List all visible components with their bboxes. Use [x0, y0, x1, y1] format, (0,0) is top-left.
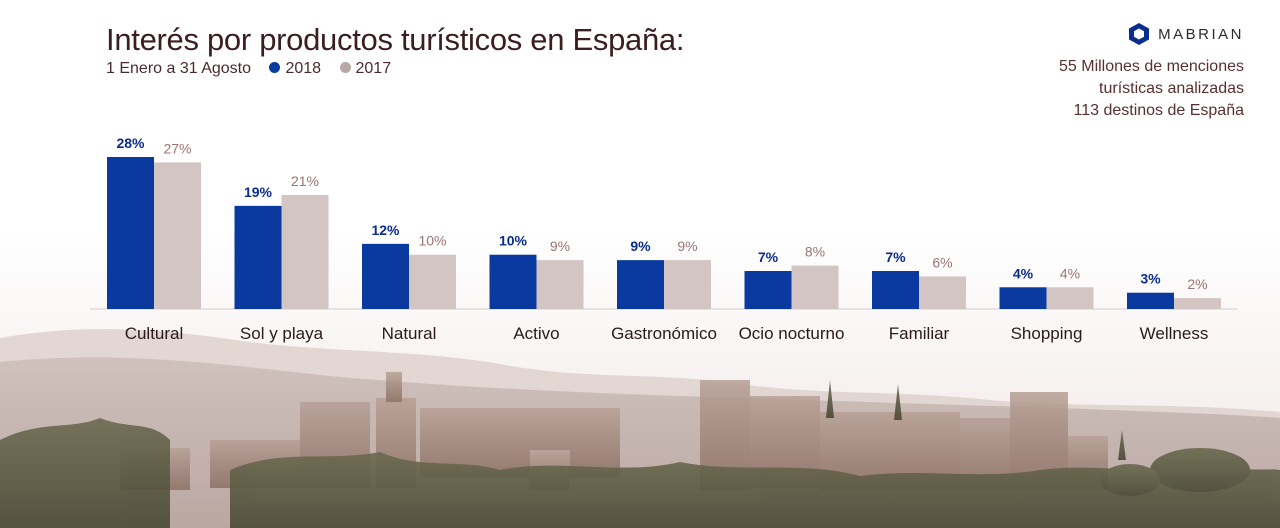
bar-2018-activo: [489, 254, 537, 309]
bar-2018-natural: [362, 243, 409, 309]
data-label-2017-natural: 10%: [418, 233, 446, 249]
bar-2017-natural: [409, 254, 456, 309]
data-label-2018-activo: 10%: [499, 233, 528, 249]
data-label-2017-sol-y-playa: 21%: [291, 173, 319, 189]
bar-2018-cultural: [107, 157, 154, 309]
legend-dot-2018: [269, 62, 281, 73]
legend-item-2018: 2018: [269, 60, 321, 78]
bar-2018-gastronómico: [617, 260, 664, 309]
mabrian-logo: MABRIAN: [1128, 22, 1244, 46]
data-label-2017-gastronómico: 9%: [677, 238, 697, 254]
bar-2017-activo: [536, 260, 584, 309]
category-label-natural: Natural: [382, 324, 437, 343]
category-label-ocio-nocturno: Ocio nocturno: [739, 324, 845, 343]
legend-dot-2017: [339, 62, 351, 73]
legend-item-2017: 2017: [339, 60, 392, 78]
category-label-activo: Activo: [513, 324, 559, 343]
bar-2018-wellness: [1127, 292, 1174, 309]
bar-2018-shopping: [999, 287, 1047, 309]
category-label-cultural: Cultural: [125, 324, 184, 343]
bar-2017-familiar: [919, 276, 966, 309]
data-label-2018-familiar: 7%: [885, 249, 906, 265]
date-range: 1 Enero a 31 Agosto: [106, 60, 251, 77]
brand-name: MABRIAN: [1158, 25, 1244, 43]
chart-subtitle: 1 Enero a 31 Agosto 2018 2017: [106, 60, 391, 78]
category-label-sol-y-playa: Sol y playa: [240, 324, 324, 343]
bar-2018-ocio-nocturno: [744, 271, 792, 309]
legend-label-2017: 2017: [355, 60, 392, 77]
chart-title: Interés por productos turísticos en Espa…: [106, 22, 685, 57]
legend-label-2018: 2018: [285, 60, 322, 77]
data-label-2018-cultural: 28%: [116, 135, 145, 151]
data-label-2018-gastronómico: 9%: [630, 238, 651, 254]
bar-2017-ocio-nocturno: [791, 265, 839, 309]
stats-block: 55 Millones de menciones turísticas anal…: [1059, 56, 1244, 122]
data-label-2017-cultural: 27%: [163, 140, 191, 156]
bar-2017-wellness: [1174, 298, 1221, 309]
bar-2018-sol-y-playa: [234, 205, 282, 309]
data-label-2017-ocio-nocturno: 8%: [805, 244, 825, 260]
data-label-2018-ocio-nocturno: 7%: [758, 249, 779, 265]
category-label-shopping: Shopping: [1011, 324, 1083, 343]
data-label-2018-shopping: 4%: [1013, 265, 1034, 281]
category-label-familiar: Familiar: [889, 324, 950, 343]
stats-line-mentions: 55 Millones de menciones: [1059, 58, 1244, 75]
bar-2017-cultural: [154, 162, 201, 309]
landscape-backdrop: [0, 228, 1280, 528]
category-label-gastronómico: Gastronómico: [611, 324, 717, 343]
bar-2018-familiar: [872, 271, 919, 309]
bar-2017-sol-y-playa: [281, 195, 329, 309]
data-label-2018-wellness: 3%: [1140, 271, 1161, 287]
stats-line-analyzed: turísticas analizadas: [1099, 80, 1244, 97]
data-label-2018-natural: 12%: [371, 222, 400, 238]
data-label-2017-shopping: 4%: [1060, 265, 1080, 281]
data-label-2018-sol-y-playa: 19%: [244, 184, 273, 200]
stats-line-destinations: 113 destinos de España: [1073, 102, 1245, 119]
data-label-2017-familiar: 6%: [932, 254, 952, 270]
category-label-wellness: Wellness: [1140, 324, 1209, 343]
bar-2017-shopping: [1046, 287, 1094, 309]
bar-2017-gastronómico: [664, 260, 711, 309]
hexagon-logo-icon: [1129, 23, 1150, 45]
data-label-2017-wellness: 2%: [1187, 276, 1207, 292]
data-label-2017-activo: 9%: [550, 238, 570, 254]
